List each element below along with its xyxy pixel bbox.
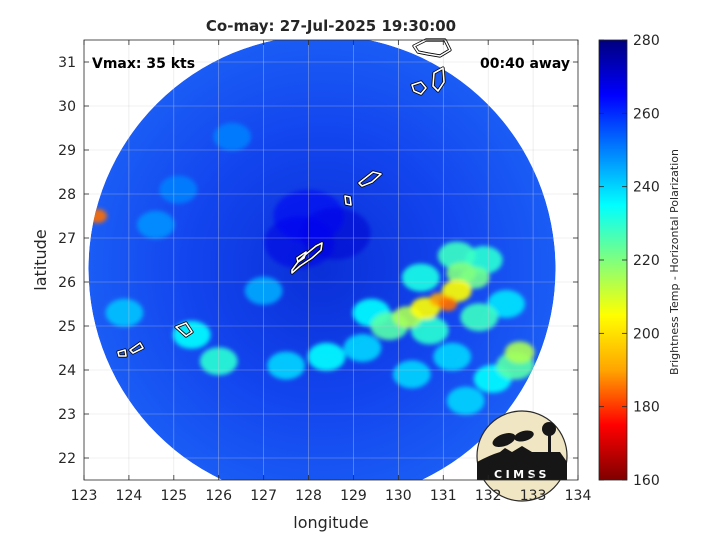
colorbar-label: Brightness Temp - Horizontal Polarizatio… (668, 149, 681, 375)
brightness-feature (433, 342, 472, 371)
brightness-feature (460, 303, 499, 332)
time-away-annotation: 00:40 away (480, 56, 570, 72)
x-tick-label: 134 (565, 488, 592, 504)
brightness-feature (401, 263, 440, 292)
y-axis-ticks: 22 23 24 25 26 27 28 29 30 31 (58, 55, 578, 467)
brightness-feature (441, 279, 472, 302)
axes-frame (83, 39, 579, 481)
colorbar-tick-label: 280 (633, 33, 660, 49)
brightness-feature (267, 351, 305, 380)
brightness-feature (105, 298, 144, 327)
colorbar-ticks: 160 180 200 220 240 260 280 (599, 33, 660, 489)
cimss-logo-text: CIMSS (494, 468, 550, 481)
cimss-logo: CIMSS (476, 410, 568, 502)
brightness-feature (159, 175, 198, 204)
brightness-feature (410, 316, 449, 345)
brightness-feature (213, 122, 252, 151)
y-tick-label: 23 (58, 407, 76, 423)
brightness-feature (307, 342, 346, 371)
x-tick-label: 126 (205, 488, 232, 504)
x-tick-label: 124 (116, 488, 143, 504)
colorbar-tick-label: 200 (633, 326, 660, 342)
y-tick-label: 22 (58, 451, 76, 467)
y-tick-label: 31 (58, 55, 76, 71)
x-tick-label: 128 (295, 488, 322, 504)
y-tick-label: 24 (58, 363, 76, 379)
y-tick-label: 26 (58, 275, 76, 291)
grid (84, 40, 578, 480)
x-tick-label: 130 (385, 488, 412, 504)
y-tick-label: 25 (58, 319, 76, 335)
brightness-feature (446, 262, 477, 285)
y-tick-label: 30 (58, 99, 76, 115)
colorbar-tick-label: 180 (633, 400, 660, 416)
x-axis-ticks: 123 124 125 126 127 128 129 130 131 132 133 134 (71, 40, 592, 504)
x-tick-label: 123 (71, 488, 98, 504)
brightness-feature (392, 360, 431, 389)
y-tick-label: 27 (58, 231, 76, 247)
brightness-feature (487, 290, 526, 318)
chart-title: Co-may: 27-Jul-2025 19:30:00 (206, 17, 456, 35)
colorbar: 160 180 200 220 240 260 280 Brightness Temp - … (598, 33, 681, 489)
colorbar-tick-label: 240 (633, 180, 660, 196)
brightness-features (88, 122, 535, 415)
brightness-feature (446, 386, 485, 415)
brightness-feature (438, 297, 458, 311)
brightness-feature (136, 210, 175, 239)
brightness-feature (343, 334, 382, 362)
brightness-feature (504, 341, 535, 364)
vmax-annotation: Vmax: 35 kts (92, 56, 195, 72)
x-tick-label: 131 (430, 488, 457, 504)
swath-layer (88, 40, 556, 480)
x-tick-label: 133 (520, 488, 547, 504)
colorbar-tick-label: 220 (633, 253, 660, 269)
y-axis-label: latitude (31, 229, 50, 290)
x-tick-label: 127 (250, 488, 277, 504)
y-tick-label: 29 (58, 143, 76, 159)
x-axis-label: longitude (293, 513, 368, 532)
colorbar-tick-label: 160 (633, 473, 660, 489)
brightness-feature (437, 241, 476, 270)
brightness-feature (172, 320, 211, 349)
x-tick-label: 129 (340, 488, 367, 504)
y-tick-label: 28 (58, 187, 76, 203)
colorbar-tick-label: 260 (633, 106, 660, 122)
x-tick-label: 125 (160, 488, 187, 504)
x-tick-label: 132 (475, 488, 502, 504)
swath-disk (88, 40, 556, 480)
